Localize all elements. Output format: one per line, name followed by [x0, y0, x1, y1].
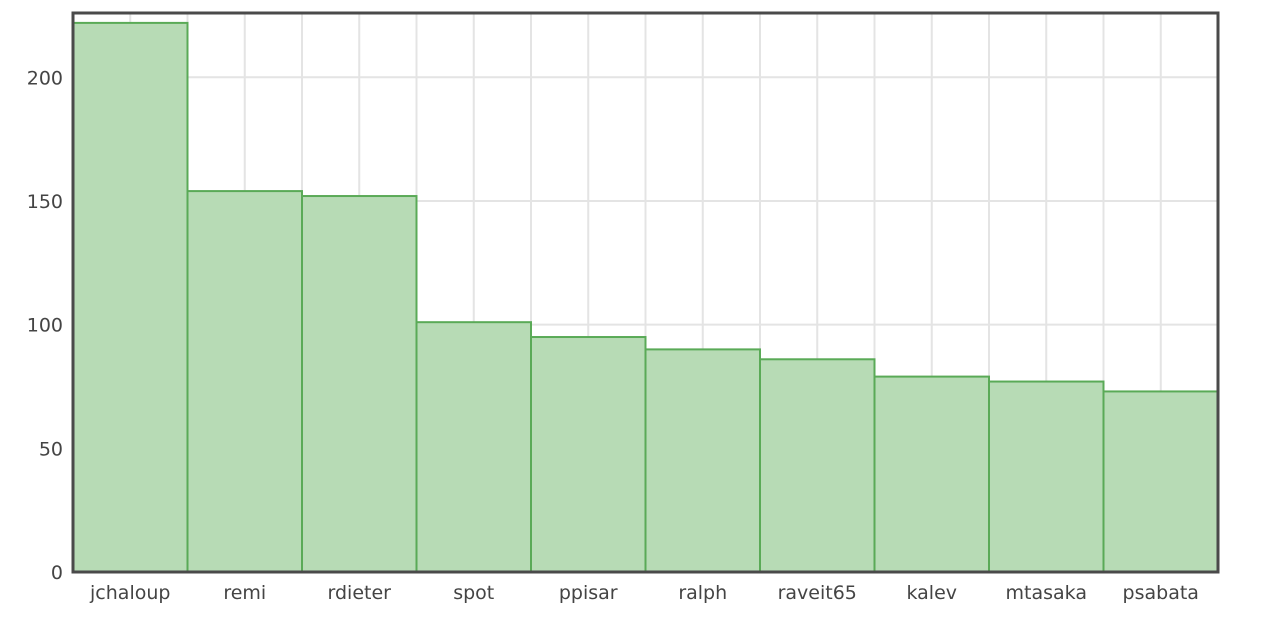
bar-rdieter: [301, 195, 418, 573]
y-tick-label: 200: [27, 67, 63, 89]
x-tick-label: mtasaka: [1006, 582, 1087, 604]
plot-frame: [71, 11, 1220, 574]
y-axis-ticks: 0 50 100 150 200: [27, 67, 63, 584]
x-tick-label: raveit65: [778, 582, 857, 604]
x-tick-label: jchaloup: [89, 582, 170, 604]
x-tick-label: remi: [223, 582, 266, 604]
y-tick-label: 50: [39, 438, 63, 460]
bar-ralph: [644, 348, 761, 573]
x-tick-label: spot: [453, 582, 494, 604]
x-tick-label: rdieter: [328, 582, 392, 604]
bar-jchaloup: [72, 21, 189, 574]
y-tick-label: 0: [51, 562, 63, 584]
x-tick-label: psabata: [1123, 582, 1199, 604]
bar-kalev: [873, 375, 990, 573]
bar-spot: [415, 321, 532, 574]
bar-ppisar: [530, 336, 647, 573]
bar-psabata: [1102, 390, 1219, 573]
x-tick-label: ralph: [678, 582, 727, 604]
x-axis-ticks: jchaloup remi rdieter spot ppisar ralph raveit…: [89, 582, 1199, 604]
bar-raveit65: [759, 358, 876, 573]
x-tick-label: kalev: [906, 582, 957, 604]
x-tick-label: ppisar: [559, 582, 618, 604]
bar-mtasaka: [988, 380, 1105, 573]
bar-remi: [186, 190, 303, 573]
y-tick-label: 150: [27, 191, 63, 213]
y-tick-label: 100: [27, 315, 63, 337]
